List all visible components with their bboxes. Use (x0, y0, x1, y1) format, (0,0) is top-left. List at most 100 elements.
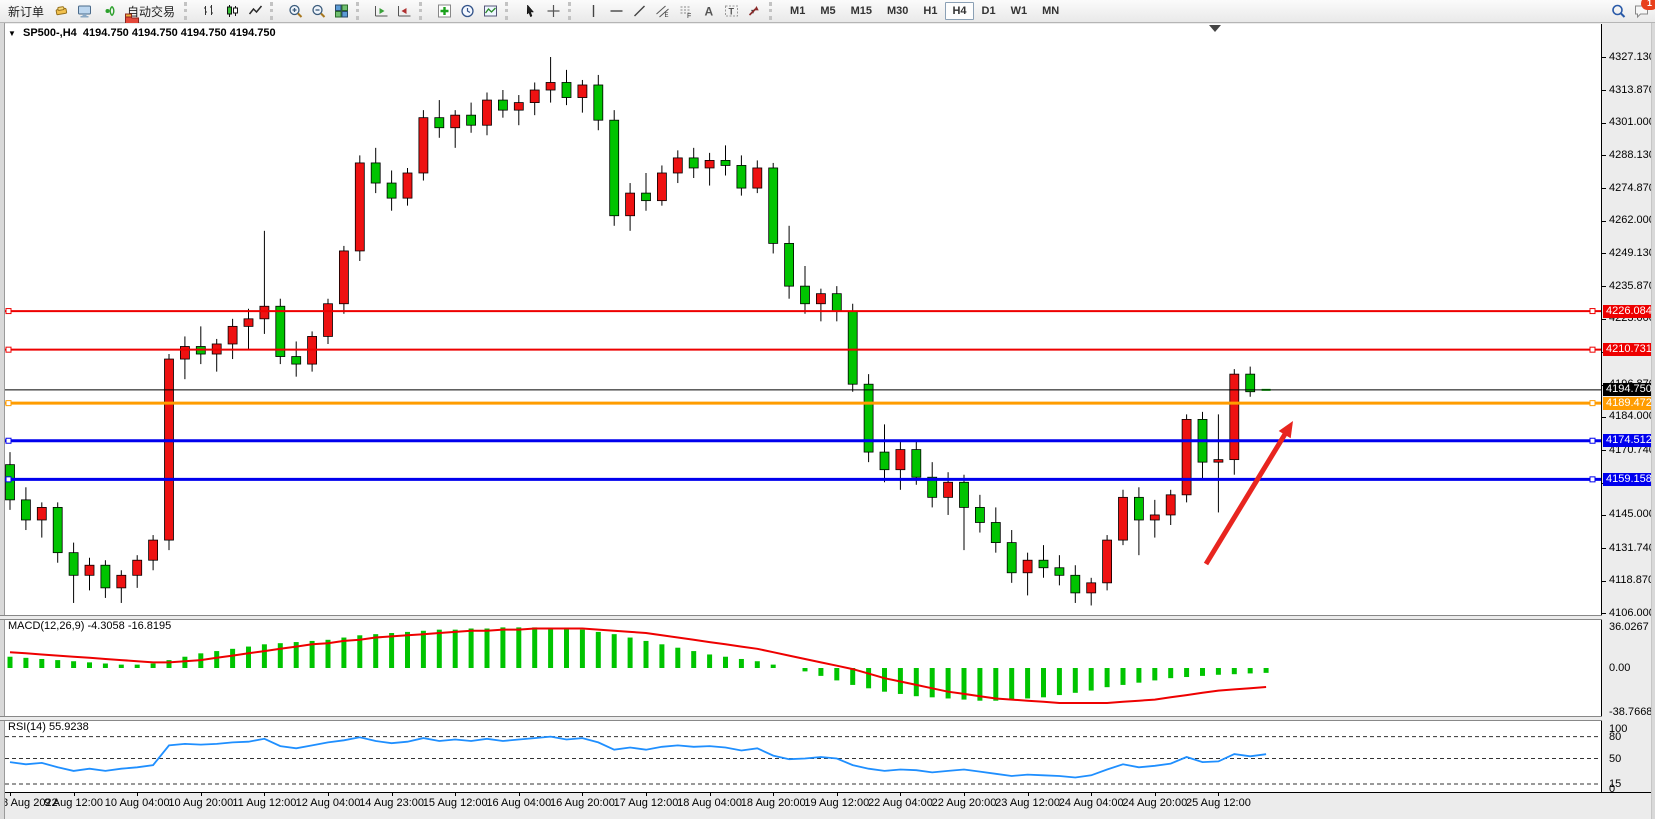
line-handle-right[interactable] (1589, 400, 1596, 407)
price-tick-mark (1602, 188, 1606, 190)
timeframe-d1[interactable]: D1 (981, 5, 996, 17)
candle-bull (148, 539, 159, 561)
candle-bull (625, 192, 635, 217)
macd-indicator-canvas[interactable] (5, 618, 1601, 718)
trend-arrow-head[interactable] (1278, 421, 1293, 439)
autotrading-label: 自动交易 (127, 4, 176, 19)
bar-chart-icon[interactable] (198, 1, 220, 21)
horizontal-line-icon[interactable] (605, 1, 627, 21)
price-tick-label: 4274.870 (1609, 181, 1655, 194)
price-tick-mark (1602, 253, 1606, 255)
new-order-label: 新订单 (8, 4, 45, 19)
vertical-line-icon[interactable] (582, 1, 604, 21)
macd-signal-line (9, 627, 1267, 704)
search-icon[interactable] (1607, 1, 1629, 21)
rsi-indicator-canvas[interactable] (5, 719, 1601, 792)
collapse-triangle-icon[interactable]: ▼ (8, 29, 16, 38)
time-axis-label: 10 Aug 04:00 (104, 797, 170, 809)
metaeditor-icon[interactable] (73, 1, 95, 21)
candle-bull (657, 172, 667, 202)
line-handle-right[interactable] (1589, 476, 1596, 483)
time-axis-label: 18 Aug 04:00 (677, 797, 743, 809)
zoom-in-icon[interactable] (284, 1, 306, 21)
chart-shift-icon[interactable] (393, 1, 415, 21)
candle-bull (482, 99, 492, 126)
candle-bull (895, 449, 906, 471)
line-handle-left[interactable] (5, 400, 12, 407)
fibonacci-icon[interactable]: F (674, 1, 696, 21)
candle-bear (1134, 496, 1144, 521)
equidistant-channel-icon[interactable]: E (651, 1, 673, 21)
zoom-out-icon[interactable] (307, 1, 329, 21)
line-chart-icon[interactable] (244, 1, 266, 21)
candle-bull (1102, 539, 1112, 584)
timeframe-mn[interactable]: MN (1042, 5, 1060, 17)
main-macd-splitter[interactable] (0, 615, 1602, 620)
time-tick-mark (391, 793, 393, 796)
timeframe-m5[interactable]: M5 (820, 5, 836, 17)
toolbar-separator (505, 2, 515, 20)
autotrading-button[interactable]: 自动交易 (119, 0, 180, 25)
line-handle-left[interactable] (5, 308, 12, 315)
chat-icon[interactable]: 1 (1630, 0, 1655, 21)
chart-title: ▼ SP500-,H4 4194.750 4194.750 4194.750 4… (8, 27, 276, 39)
candle-bull (164, 358, 174, 541)
cursor-icon[interactable] (519, 1, 541, 21)
indicators-icon[interactable]: ▾ (433, 1, 455, 21)
line-handle-right[interactable] (1589, 308, 1596, 315)
price-tick-label: 4131.740 (1609, 541, 1655, 554)
signal-icon[interactable] (96, 1, 118, 21)
line-handle-right[interactable] (1589, 437, 1596, 444)
candle-bear (1054, 567, 1065, 576)
auto-scroll-icon[interactable] (370, 1, 392, 21)
timeframe-m30[interactable]: M30 (887, 5, 909, 17)
candle-bull (402, 172, 413, 199)
time-axis-label: 14 Aug 23:00 (359, 797, 425, 809)
time-axis[interactable]: 8 Aug 2022 9 Aug 12:00 10 Aug 04:00 10 Aug … (0, 792, 1655, 815)
text-label-icon[interactable]: T (720, 1, 742, 21)
candle-bull (323, 303, 333, 337)
time-tick-mark (137, 793, 139, 796)
main-chart-canvas[interactable] (5, 24, 1601, 616)
timeframe-m1[interactable]: M1 (790, 5, 806, 17)
tile-windows-icon[interactable] (330, 1, 352, 21)
candle-bear (831, 293, 842, 312)
crosshair-icon[interactable] (542, 1, 564, 21)
timeframe-w1[interactable]: W1 (1010, 5, 1028, 17)
price-tick-mark (1602, 286, 1606, 288)
line-handle-left[interactable] (5, 476, 12, 483)
price-tick-mark (1602, 220, 1606, 222)
line-handle-right[interactable] (1589, 346, 1596, 353)
candle-bear (68, 552, 79, 576)
text-icon[interactable]: A (697, 1, 719, 21)
candle-bear (466, 114, 477, 126)
price-tick-label: 4313.870 (1609, 83, 1655, 96)
trend-arrow-line[interactable] (1203, 429, 1289, 566)
candlestick-chart-icon[interactable] (221, 1, 243, 21)
price-scale[interactable]: 4327.130 4313.870 4301.000 4288.130 4274.870… (1601, 24, 1655, 795)
periods-icon[interactable]: ▾ (456, 1, 478, 21)
candle-bear (434, 117, 445, 129)
candle-bull (36, 507, 47, 521)
chart-window: ▼ SP500-,H4 4194.750 4194.750 4194.750 4… (0, 23, 1655, 819)
line-handle-left[interactable] (5, 346, 12, 353)
templates-icon[interactable]: ▾ (479, 1, 501, 21)
candle-bear (784, 242, 794, 287)
time-tick-mark (1091, 793, 1093, 796)
gold-ingot-icon[interactable] (50, 1, 72, 21)
macd-rsi-splitter[interactable] (0, 716, 1602, 721)
time-axis-label: 10 Aug 20:00 (168, 797, 234, 809)
timeframe-h4-active[interactable]: H4 (945, 2, 974, 20)
arrows-icon[interactable]: ▾ (743, 1, 765, 21)
left-window-edge (0, 23, 5, 819)
candle-bear (990, 522, 1001, 544)
timeframe-m15[interactable]: M15 (850, 5, 872, 17)
trendline-icon[interactable] (628, 1, 650, 21)
chart-shift-marker-icon[interactable] (1209, 25, 1221, 32)
candle-bear (497, 99, 508, 111)
candle-bear (1245, 373, 1256, 393)
new-order-button[interactable]: 新订单 (3, 0, 49, 22)
timeframe-h1[interactable]: H1 (923, 5, 938, 17)
line-handle-left[interactable] (5, 437, 12, 444)
time-tick-mark (964, 793, 965, 796)
